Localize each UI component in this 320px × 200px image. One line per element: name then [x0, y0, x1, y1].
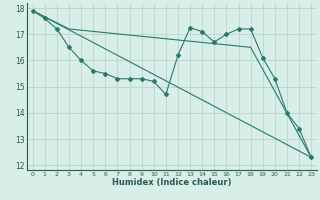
X-axis label: Humidex (Indice chaleur): Humidex (Indice chaleur)	[112, 178, 232, 187]
